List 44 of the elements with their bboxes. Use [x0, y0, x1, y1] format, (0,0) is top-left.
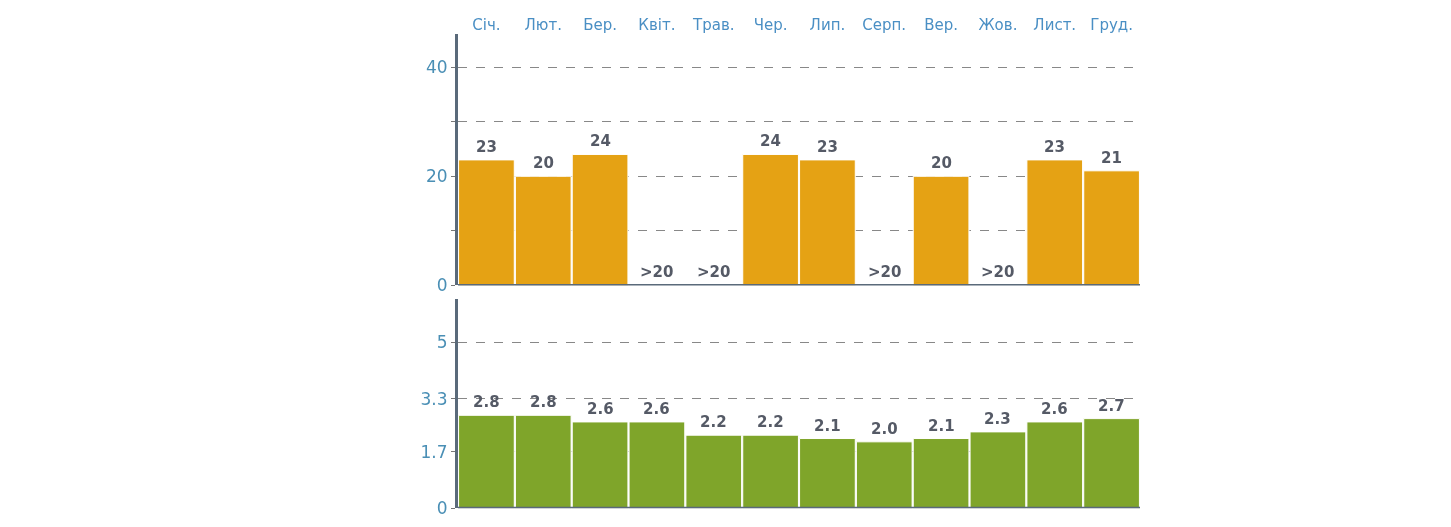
bar: [912, 175, 970, 286]
data-label: 23: [817, 138, 838, 156]
data-label: 2.6: [1041, 400, 1068, 418]
data-label: 2.6: [643, 400, 670, 418]
data-label: 23: [476, 138, 497, 156]
data-label: 2.2: [757, 413, 784, 431]
data-label: 20: [931, 154, 952, 172]
data-label: 2.3: [984, 410, 1011, 428]
y-tick-label: 40: [425, 57, 448, 78]
data-label: 2.0: [871, 420, 898, 438]
data-label: 21: [1101, 149, 1122, 167]
y-tick-label: 5: [436, 332, 448, 353]
x-tick-label: Січ.: [472, 16, 501, 35]
x-tick-label: Груд.: [1090, 16, 1133, 35]
data-label: 2.1: [814, 417, 841, 435]
y-tick-label: 0: [436, 275, 448, 296]
data-label: 2.8: [473, 393, 500, 411]
text: >20: [981, 263, 1015, 281]
x-tick-label: Лип.: [809, 16, 846, 35]
x-tick-label: Жов.: [978, 16, 1018, 35]
data-label: 24: [760, 132, 781, 150]
x-tick-label: Лют.: [524, 16, 562, 35]
data-label: 2.2: [700, 413, 727, 431]
data-label: 20: [533, 154, 554, 172]
y-tick-label: 0: [436, 498, 448, 519]
text: >20: [640, 263, 674, 281]
x-tick-label: Квіт.: [638, 16, 676, 35]
x-tick-label: Бер.: [583, 16, 617, 35]
x-tick-label: Чер.: [753, 16, 788, 35]
text: >20: [868, 263, 902, 281]
x-tick-label: Вер.: [924, 16, 958, 35]
x-tick-label: Трав.: [692, 16, 735, 35]
text: >20: [697, 263, 731, 281]
y-tick-label: 3.3: [420, 388, 448, 409]
y-tick-label: 1.7: [420, 441, 448, 462]
data-label: 2.7: [1098, 397, 1125, 415]
y-tick-label: 20: [425, 166, 448, 187]
data-label: 23: [1044, 138, 1065, 156]
data-label: 24: [590, 132, 611, 150]
data-label: 2.8: [530, 393, 557, 411]
data-label: 2.1: [928, 417, 955, 435]
data-label: 2.6: [587, 400, 614, 418]
x-tick-label: Лист.: [1033, 16, 1077, 35]
x-tick-label: Серп.: [862, 16, 907, 35]
